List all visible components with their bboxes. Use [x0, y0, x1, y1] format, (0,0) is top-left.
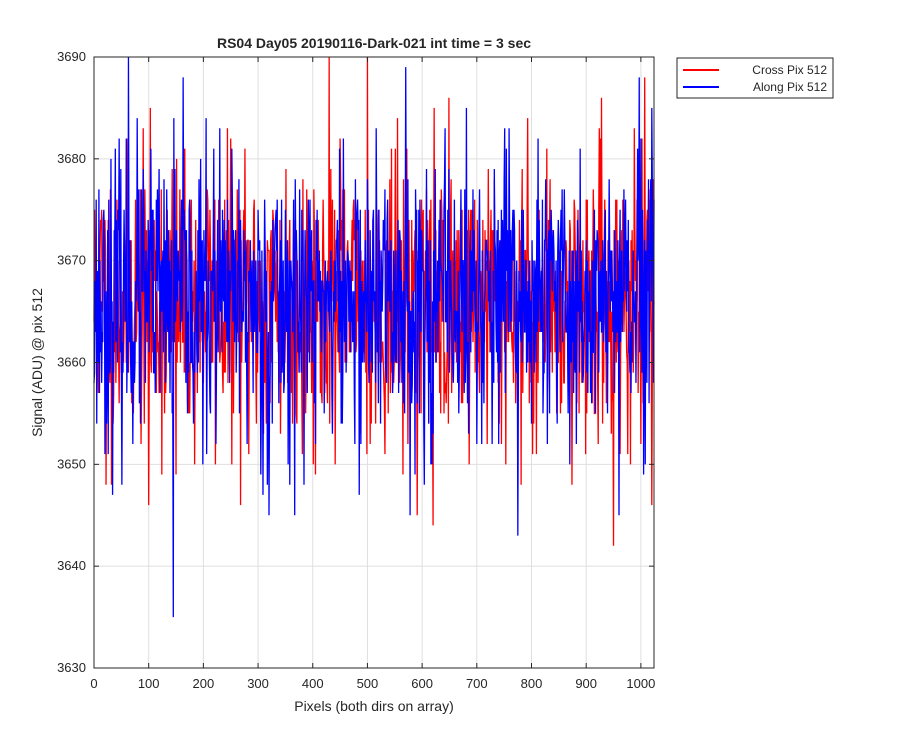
- y-axis-label: Signal (ADU) @ pix 512: [29, 288, 45, 437]
- legend-entry-along: Along Pix 512: [753, 80, 827, 94]
- y-tick-label: 3630: [57, 660, 86, 675]
- y-tick-label: 3690: [57, 49, 86, 64]
- x-tick-label: 300: [247, 676, 269, 691]
- x-tick-label: 0: [90, 676, 97, 691]
- y-tick-label: 3680: [57, 151, 86, 166]
- x-tick-label: 400: [302, 676, 324, 691]
- x-tick-label: 100: [138, 676, 160, 691]
- x-tick-label: 200: [193, 676, 215, 691]
- y-tick-label: 3650: [57, 456, 86, 471]
- x-tick-label: 600: [411, 676, 433, 691]
- x-tick-label: 700: [466, 676, 488, 691]
- x-tick-label: 500: [357, 676, 379, 691]
- y-tick-label: 3640: [57, 558, 86, 573]
- y-tick-label: 3660: [57, 355, 86, 370]
- x-tick-label: 900: [575, 676, 597, 691]
- tick-layer: 0 100 200 300 400 500 600 700 800 900 1000 3630 3640…: [57, 49, 655, 691]
- legend: Cross Pix 512 Along Pix 512: [676, 57, 834, 99]
- chart-title: RS04 Day05 20190116-Dark-021 int time = …: [217, 35, 531, 51]
- y-tick-label: 3670: [57, 253, 86, 268]
- x-tick-label: 800: [521, 676, 543, 691]
- legend-entry-cross: Cross Pix 512: [752, 63, 827, 77]
- series-line-along: [93, 56, 655, 618]
- x-tick-label: 1000: [626, 676, 655, 691]
- series-layer: [93, 56, 655, 618]
- legend-box: [676, 57, 834, 99]
- x-axis-label: Pixels (both dirs on array): [294, 698, 454, 714]
